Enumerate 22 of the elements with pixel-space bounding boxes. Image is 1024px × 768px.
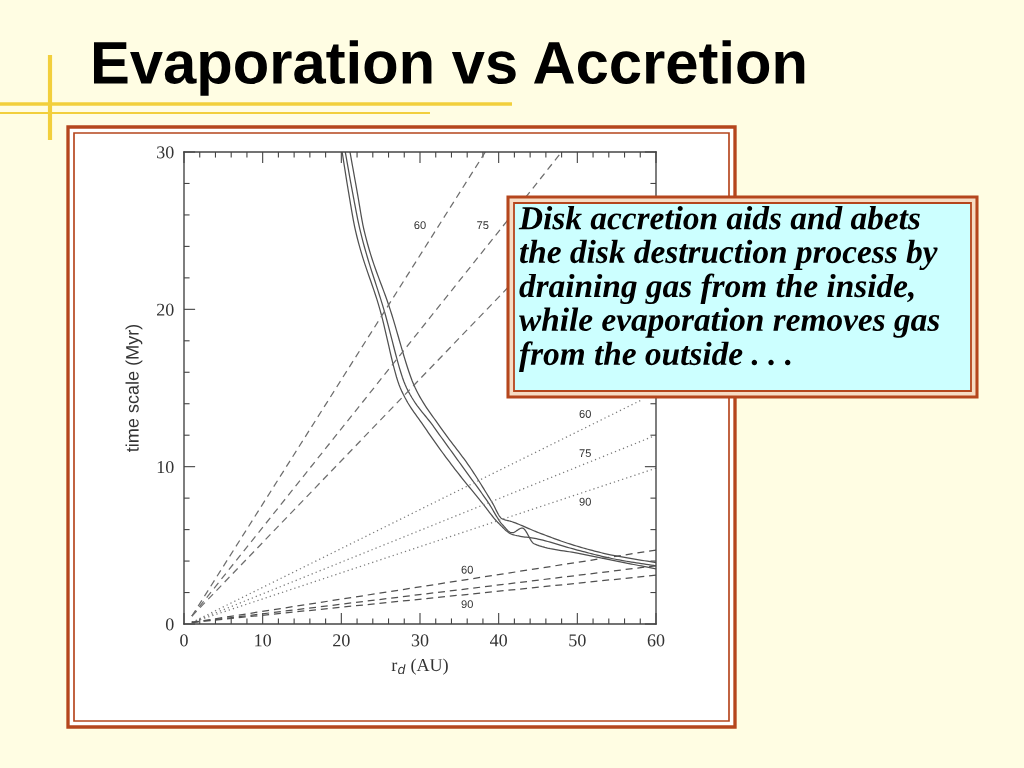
x-tick-label: 10 (255, 634, 272, 647)
y-axis-title: time scale (Myr) (125, 324, 143, 452)
x-tick-label: 30 (411, 634, 429, 647)
x-tick-label: 40 (489, 634, 508, 647)
x-axis-title: r$_{d}$ (AU) (391, 658, 448, 675)
annotation: 90 (579, 497, 591, 506)
annotation: 60 (579, 410, 591, 418)
annotation: 90 (461, 600, 473, 609)
annotation: 60 (461, 565, 473, 574)
annotation: 75 (579, 449, 591, 458)
y-tick-label: 20 (157, 303, 174, 316)
y-tick-label: 10 (157, 460, 174, 474)
x-tick-label: 0 (180, 634, 188, 647)
chart-title: Evaporation vs Accretion (93, 40, 805, 96)
annotation: 75 (477, 221, 489, 230)
y-tick-label: 0 (165, 618, 174, 631)
x-tick-label: 60 (647, 634, 665, 647)
annotation: 60 (414, 221, 426, 230)
x-tick-label: 20 (333, 634, 350, 647)
y-tick-label: 30 (157, 146, 174, 159)
annotation: Disk accretion aids and abets the disk destruction process by draining gas from the inside, while evaporation removes gas from the outside . . . (518, 206, 940, 372)
x-tick-label: 50 (569, 634, 586, 647)
